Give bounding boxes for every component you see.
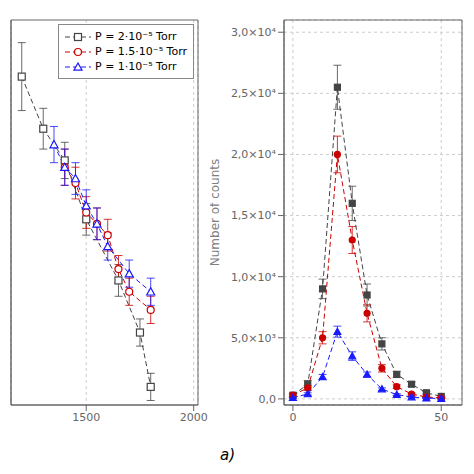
- svg-text:50: 50: [434, 411, 448, 424]
- svg-text:3,0×10⁴: 3,0×10⁴: [231, 26, 277, 39]
- html-text:a): a): [220, 446, 235, 464]
- svg-text:2000: 2000: [180, 411, 208, 424]
- svg-text:1,0×10⁴: 1,0×10⁴: [231, 271, 277, 284]
- svg-text:1500: 1500: [72, 411, 100, 424]
- svg-text:0: 0: [289, 411, 296, 424]
- svg-text:1,5×10⁴: 1,5×10⁴: [231, 209, 277, 222]
- svg-text:5,0×10³: 5,0×10³: [231, 332, 276, 345]
- svg-text:0,0: 0,0: [259, 393, 277, 406]
- svg-text:2,5×10⁴: 2,5×10⁴: [231, 87, 277, 100]
- svg-text:Number of counts: Number of counts: [210, 159, 222, 267]
- html-text:P = 2·10⁻⁵ Torr: P = 2·10⁻⁵ Torr: [95, 30, 177, 43]
- html-text:P = 1·10⁻⁵ Torr: P = 1·10⁻⁵ Torr: [95, 60, 177, 73]
- svg-text:2,0×10⁴: 2,0×10⁴: [231, 148, 277, 161]
- html-text:P = 1.5·10⁻⁵ Torr: P = 1.5·10⁻⁵ Torr: [95, 45, 187, 58]
